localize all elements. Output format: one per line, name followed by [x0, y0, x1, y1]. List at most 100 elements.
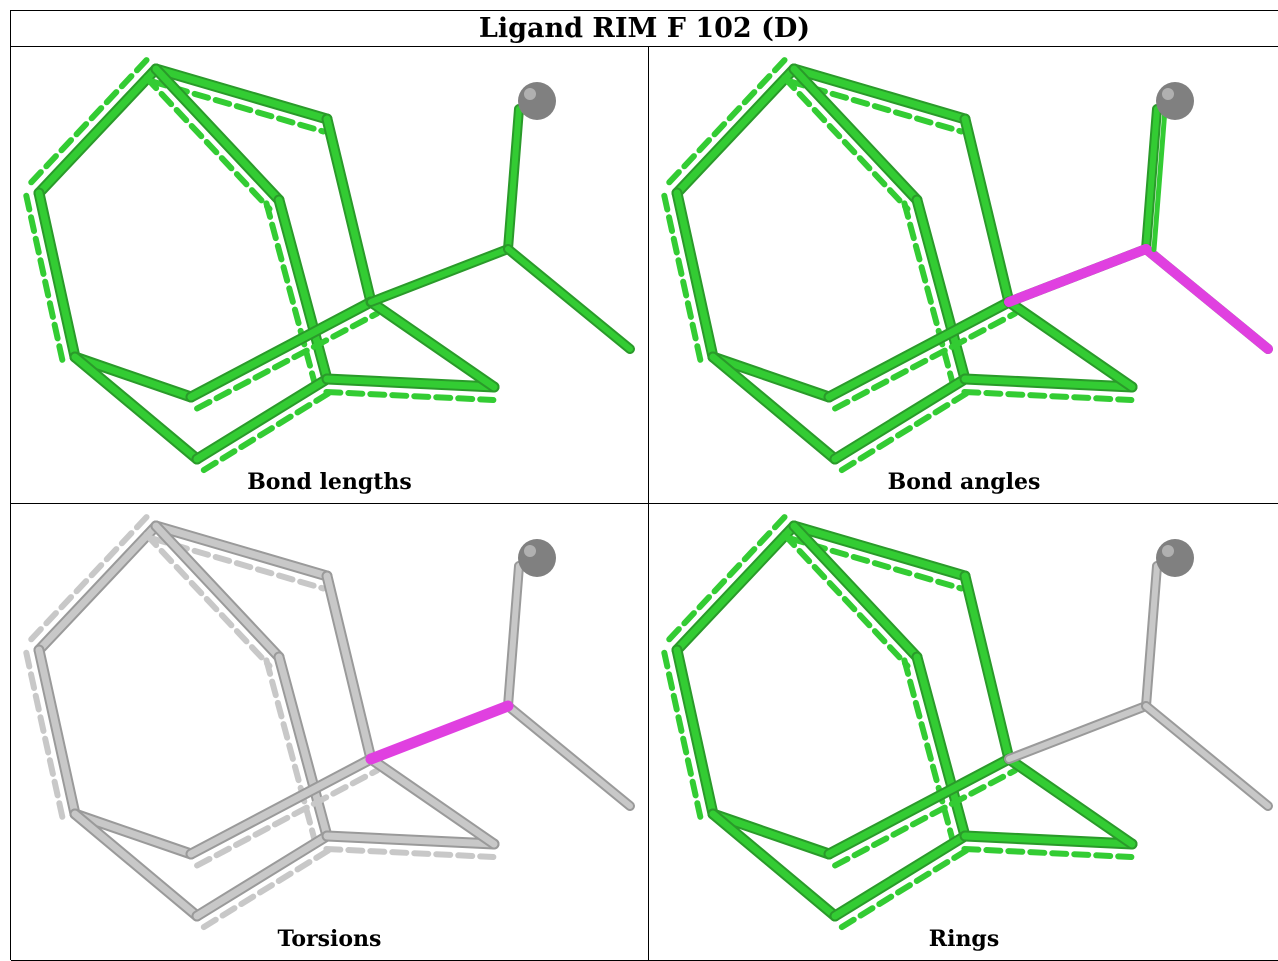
- ring-bond-dashed: [832, 767, 1019, 869]
- ring-bond: [152, 65, 331, 123]
- ring-bond: [323, 115, 375, 306]
- ring-bond-dashed: [143, 531, 273, 669]
- ring-bond-dashed: [26, 57, 150, 188]
- caption-bond-lengths: Bond lengths: [247, 469, 412, 495]
- ring-bond: [152, 65, 283, 204]
- caption-rings: Rings: [928, 926, 1000, 952]
- ring-bond: [323, 832, 498, 848]
- chain-bond: [368, 246, 511, 305]
- panel-torsions: Torsions: [11, 504, 649, 961]
- ring-bond: [275, 196, 331, 383]
- ring-bond: [187, 298, 375, 401]
- ring-bond: [913, 196, 969, 383]
- ring-bond: [193, 832, 331, 920]
- ring-bond-dashed: [961, 845, 1135, 860]
- ring-bond-dashed: [664, 514, 788, 645]
- panel-bond-lengths: Bond lengths: [11, 47, 649, 504]
- ring-bond: [323, 375, 498, 391]
- chain-bond: [505, 703, 633, 809]
- ring-bond: [961, 832, 1136, 848]
- ring-bond-dashed: [961, 388, 1135, 403]
- ring-bond: [790, 65, 921, 204]
- atom-sphere: [1156, 82, 1194, 120]
- ring-bond: [367, 298, 498, 391]
- ring-bond: [367, 755, 498, 848]
- atom-sphere-highlight: [1162, 88, 1174, 100]
- molecule-bond-angles: [661, 57, 1273, 474]
- ring-bond: [71, 810, 195, 858]
- ring-bond-dashed: [194, 767, 381, 869]
- table-title: Ligand RIM F 102 (D): [11, 11, 1278, 47]
- molecule-rings: [661, 514, 1273, 931]
- ring-bond-dashed: [838, 387, 975, 474]
- atom-sphere: [518, 539, 556, 577]
- ring-bond: [790, 522, 921, 661]
- ring-bond: [961, 115, 1013, 306]
- ring-bond: [913, 653, 969, 840]
- ring-bond: [790, 522, 969, 580]
- ring-bond: [790, 65, 969, 123]
- ring-bond: [71, 353, 195, 401]
- ring-bond: [152, 522, 331, 580]
- atom-sphere-highlight: [1162, 545, 1174, 557]
- ring-bond-dashed: [323, 845, 497, 860]
- ring-bond: [1005, 755, 1136, 848]
- chain-bond: [1143, 703, 1271, 809]
- ring-bond: [1005, 298, 1136, 391]
- atom-sphere-highlight: [524, 545, 536, 557]
- atom-sphere: [518, 82, 556, 120]
- ring-bond: [709, 353, 839, 463]
- validation-table: Ligand RIM F 102 (D) Bond lengths Bond a…: [10, 10, 1278, 961]
- ring-bond-dashed: [832, 310, 1019, 412]
- ring-bond: [709, 353, 833, 401]
- panel-rings: Rings: [649, 504, 1278, 961]
- caption-bond-angles: Bond angles: [887, 469, 1041, 495]
- ring-bond: [193, 375, 331, 463]
- atom-sphere: [1156, 539, 1194, 577]
- outlier-bond: [1141, 244, 1273, 354]
- ring-bond-dashed: [26, 514, 150, 645]
- ring-bond-dashed: [194, 310, 381, 412]
- ring-bond: [673, 646, 717, 818]
- panel-bond-angles: Bond angles: [649, 47, 1278, 504]
- ring-bond: [35, 65, 160, 197]
- molecule-bond-lengths: [23, 57, 635, 474]
- ring-bond: [831, 375, 969, 463]
- ring-bond: [275, 653, 331, 840]
- ring-bond-dashed: [23, 192, 66, 363]
- ring-bond: [673, 189, 717, 361]
- outlier-bond: [365, 700, 514, 765]
- chain-bond: [1143, 563, 1160, 709]
- outlier-bond: [1004, 244, 1151, 307]
- atom-sphere-highlight: [524, 88, 536, 100]
- ring-bond: [323, 572, 375, 763]
- chain-bond: [1143, 106, 1160, 252]
- ring-bond: [831, 832, 969, 920]
- molecule-torsions: [23, 514, 635, 931]
- ring-bond: [152, 522, 283, 661]
- ring-bond: [961, 572, 1013, 763]
- ring-bond: [673, 65, 798, 197]
- ring-bond-dashed: [781, 74, 911, 212]
- ring-bond: [825, 298, 1013, 401]
- ring-bond: [35, 522, 160, 654]
- chain-bond: [505, 106, 522, 252]
- ring-bond: [71, 810, 201, 920]
- ring-bond: [35, 189, 79, 361]
- ring-bond: [825, 755, 1013, 858]
- chain-bond: [505, 563, 522, 709]
- ring-bond-dashed: [23, 649, 66, 820]
- ring-bond-dashed: [143, 74, 273, 212]
- ring-bond: [709, 810, 833, 858]
- chain-bond: [1006, 703, 1149, 762]
- chain-bond-double: [1151, 107, 1168, 253]
- caption-torsions: Torsions: [277, 926, 382, 952]
- ring-bond-dashed: [661, 649, 704, 820]
- ring-bond: [961, 375, 1136, 391]
- ring-bond: [187, 755, 375, 858]
- ring-bond: [35, 646, 79, 818]
- ring-bond-dashed: [200, 387, 337, 474]
- ring-bond-dashed: [200, 844, 337, 931]
- ring-bond-dashed: [838, 844, 975, 931]
- ring-bond-dashed: [781, 531, 911, 669]
